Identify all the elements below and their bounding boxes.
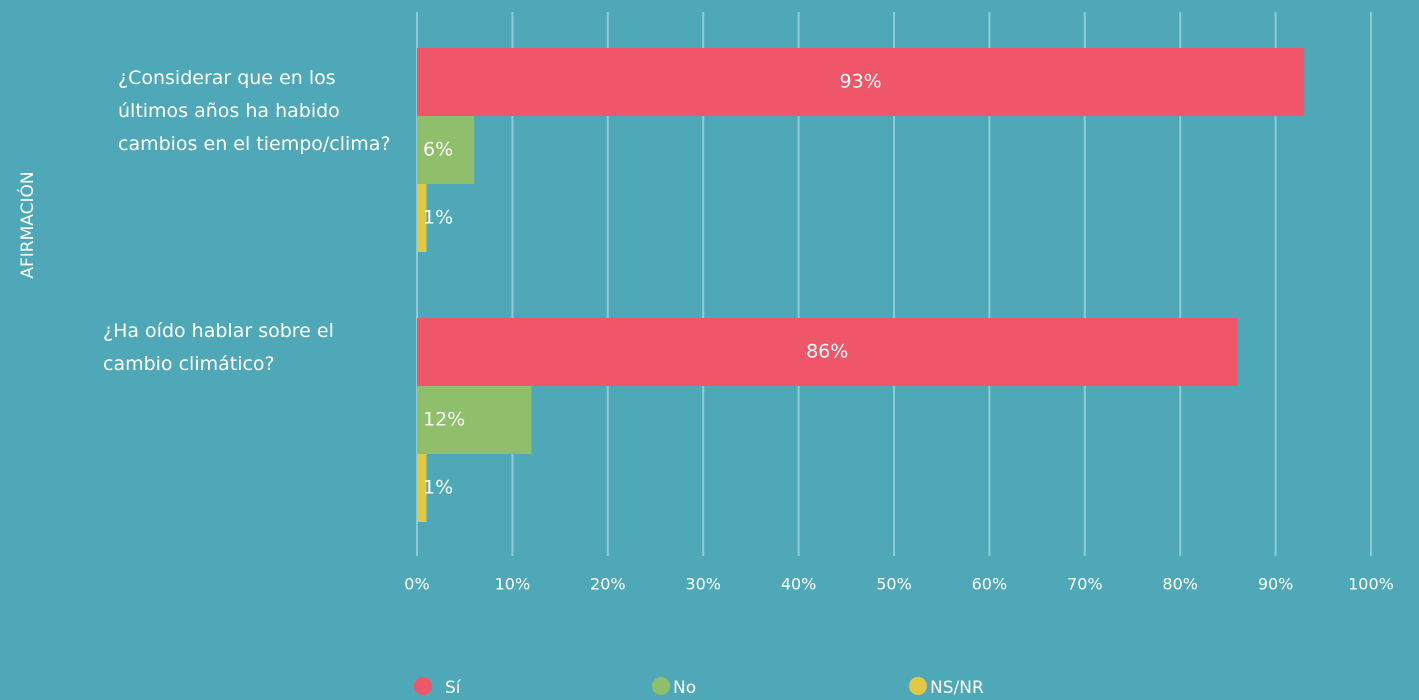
bar <box>417 184 427 252</box>
x-tick-label: 50% <box>876 575 912 594</box>
bar <box>417 48 1305 116</box>
legend-marker <box>909 677 927 695</box>
x-tick-label: 60% <box>972 575 1008 594</box>
x-tick-label: 70% <box>1067 575 1103 594</box>
category-label: ¿Considerar que en los últimos años ha h… <box>118 67 391 155</box>
x-tick-label: 10% <box>495 575 531 594</box>
bar <box>417 116 475 184</box>
x-tick-label: 0% <box>404 575 429 594</box>
x-tick-label: 90% <box>1258 575 1294 594</box>
category-label: ¿Ha oído hablar sobre el cambio climátic… <box>103 320 334 375</box>
bar <box>417 318 1238 386</box>
x-tick-label: 40% <box>781 575 817 594</box>
data-label: 86% <box>806 341 848 363</box>
data-label: 12% <box>423 409 465 431</box>
bar <box>417 454 427 522</box>
data-label: 1% <box>423 477 453 499</box>
x-tick-label: 30% <box>685 575 721 594</box>
bar <box>417 386 532 454</box>
data-label: 6% <box>423 139 453 161</box>
legend-label: Sí <box>445 678 462 698</box>
axis-label: AFIRMACIÓN <box>16 171 38 278</box>
legend-marker <box>652 677 670 695</box>
x-tick-label: 80% <box>1162 575 1198 594</box>
legend-label: NS/NR <box>930 678 984 698</box>
data-label: 1% <box>423 207 453 229</box>
legend-marker <box>414 677 432 695</box>
legend-label: No <box>673 678 696 698</box>
x-tick-label: 20% <box>590 575 626 594</box>
data-label: 93% <box>839 71 881 93</box>
x-tick-label: 100% <box>1348 575 1394 594</box>
